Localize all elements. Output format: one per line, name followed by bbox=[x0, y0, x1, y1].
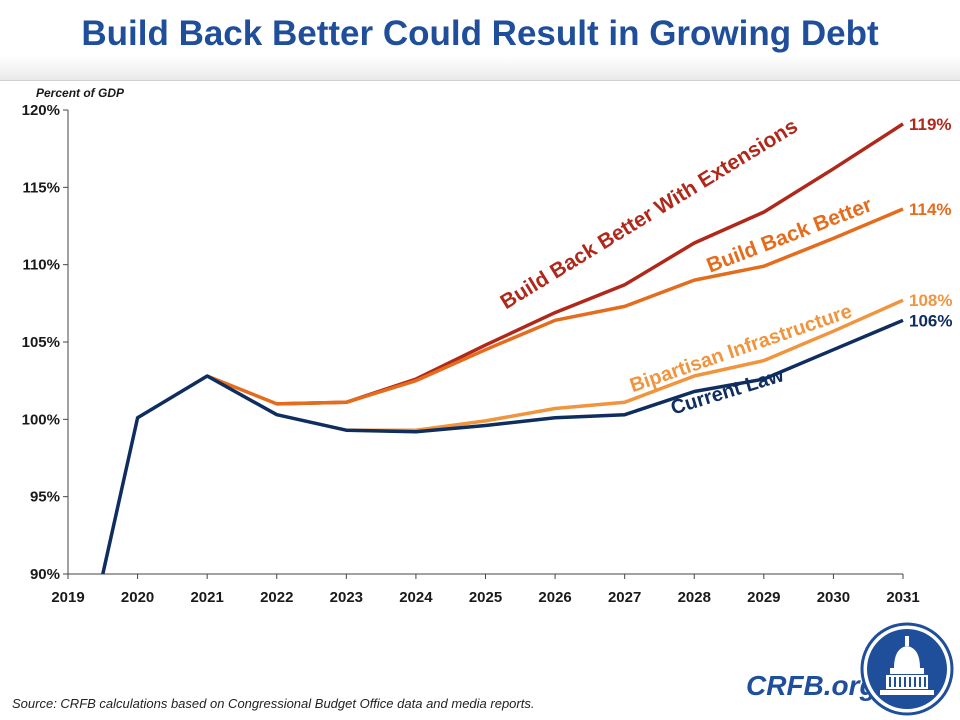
title-bar: Build Back Better Could Result in Growin… bbox=[0, 0, 960, 81]
x-tick-label: 2025 bbox=[469, 589, 502, 606]
series-line bbox=[101, 318, 904, 575]
y-tick-label: 120% bbox=[22, 102, 60, 119]
x-tick-label: 2022 bbox=[260, 589, 293, 606]
x-tick-label: 2027 bbox=[608, 589, 641, 606]
y-tick-label: 90% bbox=[30, 566, 60, 583]
y-tick-label: 110% bbox=[22, 257, 60, 274]
end-value-label: 119% bbox=[909, 115, 952, 134]
x-tick-label: 2029 bbox=[747, 589, 780, 606]
chart-title: Build Back Better Could Result in Growin… bbox=[81, 14, 879, 53]
x-tick-label: 2030 bbox=[817, 589, 850, 606]
x-tick-label: 2020 bbox=[121, 589, 154, 606]
x-tick-label: 2021 bbox=[190, 589, 223, 606]
y-tick-label: 100% bbox=[22, 411, 60, 428]
x-tick-label: 2019 bbox=[51, 589, 84, 606]
end-value-label: 108% bbox=[909, 291, 952, 310]
y-tick-label: 115% bbox=[22, 179, 60, 196]
source-note: Source: CRFB calculations based on Congr… bbox=[12, 696, 535, 711]
x-tick-label: 2028 bbox=[678, 589, 711, 606]
series-line bbox=[206, 207, 904, 406]
brand-link[interactable]: CRFB.org bbox=[746, 670, 877, 701]
x-tick-label: 2023 bbox=[330, 589, 363, 606]
x-tick-label: 2031 bbox=[886, 589, 919, 606]
x-tick-label: 2024 bbox=[399, 589, 433, 606]
y-tick-label: 95% bbox=[30, 489, 60, 506]
series-name-label: Build Back Better bbox=[704, 193, 876, 277]
series-line bbox=[346, 298, 904, 432]
end-value-label: 106% bbox=[909, 311, 952, 330]
capitol-dome-icon bbox=[860, 622, 954, 716]
y-tick-label: 105% bbox=[22, 334, 60, 351]
x-tick-label: 2026 bbox=[538, 589, 571, 606]
end-value-label: 114% bbox=[909, 200, 952, 219]
y-axis-label: Percent of GDP bbox=[36, 86, 125, 100]
